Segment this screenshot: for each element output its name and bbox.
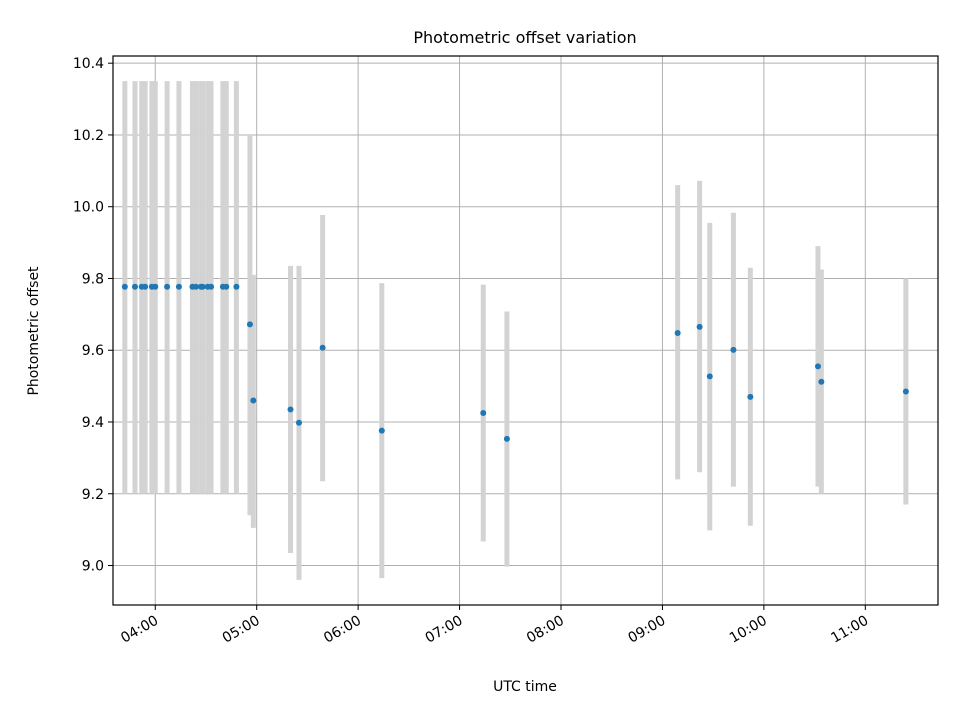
data-point	[121, 283, 128, 290]
data-point	[250, 397, 257, 404]
data-point	[696, 323, 703, 330]
y-tick-label: 10.2	[73, 128, 104, 144]
data-point	[199, 283, 206, 290]
data-point	[142, 283, 149, 290]
x-axis-label: UTC time	[493, 679, 557, 695]
data-point	[674, 330, 681, 337]
data-point	[814, 363, 821, 370]
y-tick-label: 10.0	[73, 200, 104, 216]
data-point	[246, 321, 253, 328]
data-point	[152, 283, 159, 290]
y-tick-label: 9.2	[82, 487, 104, 503]
y-tick-label: 9.6	[82, 343, 104, 359]
data-point	[295, 419, 302, 426]
data-point	[287, 406, 294, 413]
y-tick-label: 10.4	[73, 56, 104, 72]
y-axis-label: Photometric offset	[26, 266, 42, 396]
data-point	[192, 283, 199, 290]
data-point	[319, 344, 326, 351]
data-point	[164, 283, 171, 290]
y-tick-label: 9.8	[82, 271, 104, 287]
data-point	[223, 283, 230, 290]
data-point	[730, 346, 737, 353]
data-point	[706, 373, 713, 380]
data-point	[747, 393, 754, 400]
y-tick-label: 9.4	[82, 415, 104, 431]
y-tick-label: 9.0	[82, 559, 104, 575]
data-point	[175, 283, 182, 290]
chart-title: Photometric offset variation	[413, 28, 636, 47]
plot-frame	[112, 55, 939, 606]
data-point	[233, 283, 240, 290]
data-point	[131, 283, 138, 290]
data-point	[208, 283, 215, 290]
data-point	[378, 427, 385, 434]
y-axis-ticks: 9.0 9.2 9.4 9.6 9.8 10.0 10.2 10.4	[73, 56, 113, 575]
data-point	[902, 388, 909, 395]
data-markers	[121, 283, 909, 442]
data-point	[818, 378, 825, 385]
data-point	[480, 410, 487, 417]
data-point	[503, 435, 510, 442]
